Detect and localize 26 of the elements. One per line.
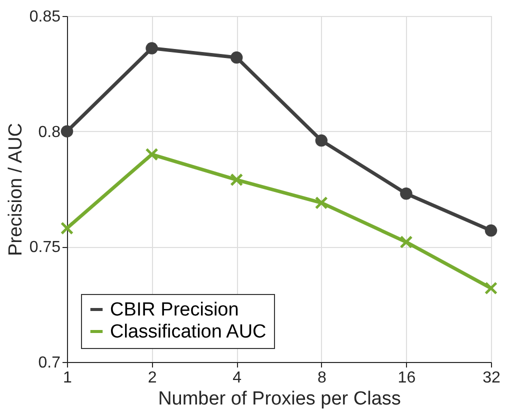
y-tick-label: 0.85 [29, 8, 61, 26]
x-tick-label: 2 [148, 370, 157, 386]
point [146, 42, 158, 54]
y-tick-label: 0.7 [38, 354, 61, 372]
point [484, 282, 498, 294]
point [146, 148, 158, 161]
point [484, 224, 498, 237]
x-tick-label: 8 [317, 370, 326, 386]
y-tick-label: 0.75 [29, 239, 61, 256]
legend-label: Classification AUC [110, 322, 266, 342]
y-axis-title: Precision / AUC [5, 122, 26, 256]
point [60, 222, 74, 234]
legend-label: CBIR Precision [110, 300, 239, 320]
x-tick-label: 16 [398, 370, 416, 386]
y-tick-label: 0.8 [38, 124, 61, 141]
x-tick-label: 1 [63, 370, 72, 386]
point [315, 196, 328, 209]
x-axis-title: Number of Proxies per Class [158, 388, 401, 410]
x-tick-label: 4 [232, 370, 242, 386]
point [60, 125, 74, 138]
x-tick-label: 32 [482, 370, 500, 386]
point [400, 188, 412, 200]
point [400, 236, 412, 248]
point [230, 51, 243, 64]
point [230, 174, 243, 186]
point [315, 134, 328, 147]
